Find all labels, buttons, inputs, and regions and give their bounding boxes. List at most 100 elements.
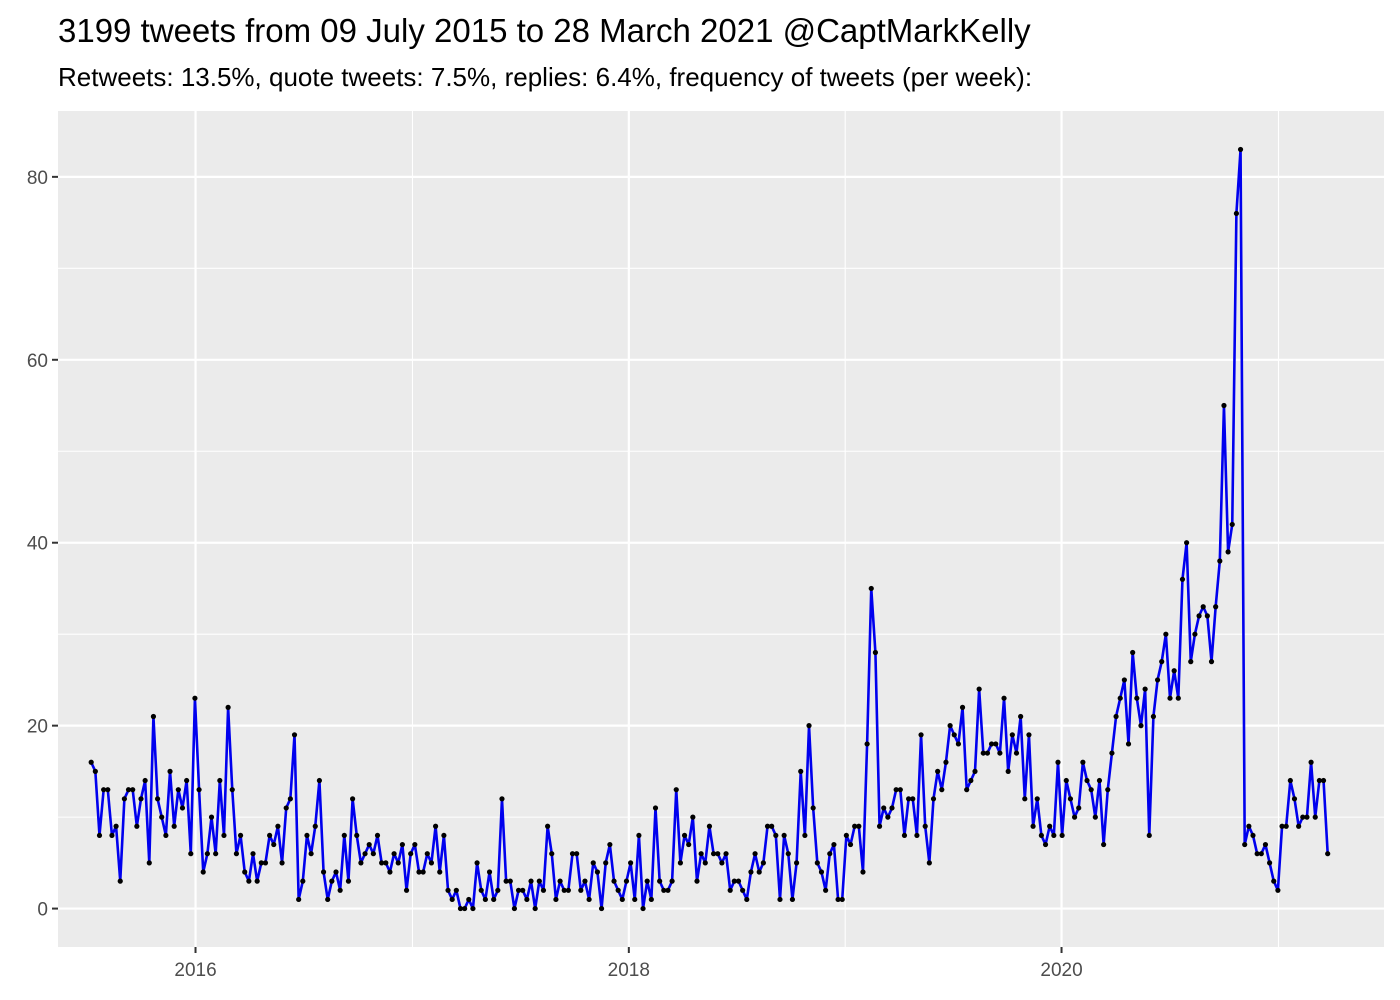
- data-point: [1267, 860, 1273, 866]
- data-point: [146, 860, 152, 866]
- data-point: [96, 832, 103, 839]
- data-point: [1221, 402, 1227, 409]
- data-point: [1109, 750, 1115, 756]
- data-point: [88, 759, 94, 765]
- chart-title: 3199 tweets from 09 July 2015 to 28 Marc…: [58, 12, 1031, 49]
- data-point: [843, 832, 849, 839]
- data-point: [955, 741, 962, 747]
- data-point: [943, 759, 949, 765]
- data-point: [267, 832, 273, 839]
- data-point: [906, 796, 912, 802]
- data-point: [250, 851, 256, 857]
- data-point: [1001, 695, 1007, 701]
- data-point: [632, 896, 638, 903]
- x-tick-label: 2016: [174, 960, 216, 981]
- data-point: [453, 887, 459, 893]
- data-point: [561, 887, 567, 893]
- data-point: [374, 832, 381, 839]
- data-point: [1300, 814, 1306, 820]
- data-point: [681, 832, 688, 839]
- data-point: [246, 878, 252, 884]
- data-point: [358, 860, 364, 866]
- data-point: [578, 887, 584, 893]
- chart-subtitle: Retweets: 13.5%, quote tweets: 7.5%, rep…: [58, 62, 1033, 92]
- data-point: [470, 905, 476, 912]
- data-point: [528, 878, 534, 884]
- data-point: [897, 787, 903, 793]
- axis-ticks: [52, 175, 1063, 953]
- data-point: [702, 860, 708, 866]
- data-point: [325, 896, 331, 903]
- data-point: [972, 768, 978, 774]
- data-point: [474, 860, 480, 866]
- data-point: [499, 796, 505, 802]
- data-point: [773, 832, 779, 839]
- y-tick-label: 20: [27, 717, 48, 738]
- data-point: [756, 869, 762, 875]
- data-point: [1304, 814, 1310, 820]
- data-point: [1088, 787, 1094, 793]
- data-point: [1084, 777, 1090, 784]
- data-point: [275, 823, 281, 829]
- data-point: [640, 905, 646, 912]
- data-point: [744, 896, 750, 903]
- data-point: [553, 896, 559, 903]
- data-point: [1113, 713, 1119, 720]
- data-point: [491, 896, 497, 903]
- data-point: [806, 723, 812, 729]
- data-point: [503, 878, 509, 884]
- data-point: [379, 860, 385, 866]
- data-point: [308, 851, 314, 857]
- data-point: [590, 860, 596, 866]
- y-tick-label: 0: [37, 900, 48, 921]
- data-point: [1034, 796, 1040, 802]
- data-point: [457, 905, 464, 912]
- data-point: [254, 878, 260, 884]
- data-point: [723, 851, 729, 857]
- data-point: [623, 878, 630, 884]
- data-point: [1262, 841, 1269, 848]
- data-point: [935, 768, 941, 774]
- data-point: [893, 787, 899, 793]
- data-point: [549, 851, 555, 857]
- data-point: [1275, 887, 1281, 893]
- data-point: [910, 796, 916, 802]
- data-point: [644, 878, 650, 884]
- data-point: [968, 777, 974, 784]
- data-point: [383, 860, 389, 866]
- data-point: [1167, 695, 1173, 701]
- data-point: [607, 841, 613, 848]
- data-point: [856, 823, 862, 829]
- data-point: [1271, 878, 1277, 884]
- data-point: [881, 805, 887, 811]
- data-point: [524, 896, 530, 903]
- data-point: [1225, 549, 1231, 555]
- data-point: [574, 851, 580, 857]
- data-point: [437, 869, 443, 875]
- data-point: [387, 869, 393, 875]
- data-point: [109, 832, 115, 839]
- data-point: [818, 869, 825, 875]
- x-tick-label: 2018: [608, 960, 650, 981]
- data-point: [582, 878, 588, 884]
- data-point: [507, 878, 513, 884]
- data-point: [1030, 823, 1036, 829]
- data-point: [420, 869, 426, 875]
- data-point: [964, 787, 970, 793]
- data-point: [1208, 659, 1215, 665]
- data-point: [333, 869, 339, 875]
- data-point: [1080, 759, 1086, 765]
- data-point: [1320, 777, 1327, 784]
- data-point: [959, 704, 966, 710]
- data-point: [462, 905, 468, 912]
- data-point: [167, 768, 173, 774]
- y-tick-label: 60: [27, 351, 48, 372]
- data-point: [1291, 796, 1298, 802]
- data-point: [1051, 832, 1057, 839]
- data-point: [789, 896, 796, 903]
- major-gridlines: [58, 111, 1384, 947]
- data-point: [673, 787, 679, 793]
- data-point: [121, 796, 127, 802]
- data-point: [785, 851, 791, 857]
- data-point: [130, 787, 136, 793]
